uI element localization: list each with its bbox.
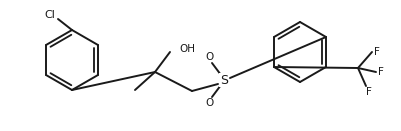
Text: OH: OH (179, 44, 195, 54)
Text: F: F (378, 67, 384, 77)
Text: S: S (220, 73, 228, 86)
Text: F: F (374, 47, 380, 57)
Text: O: O (206, 98, 214, 108)
Text: O: O (206, 52, 214, 62)
Text: Cl: Cl (45, 10, 55, 20)
Text: F: F (366, 87, 372, 97)
